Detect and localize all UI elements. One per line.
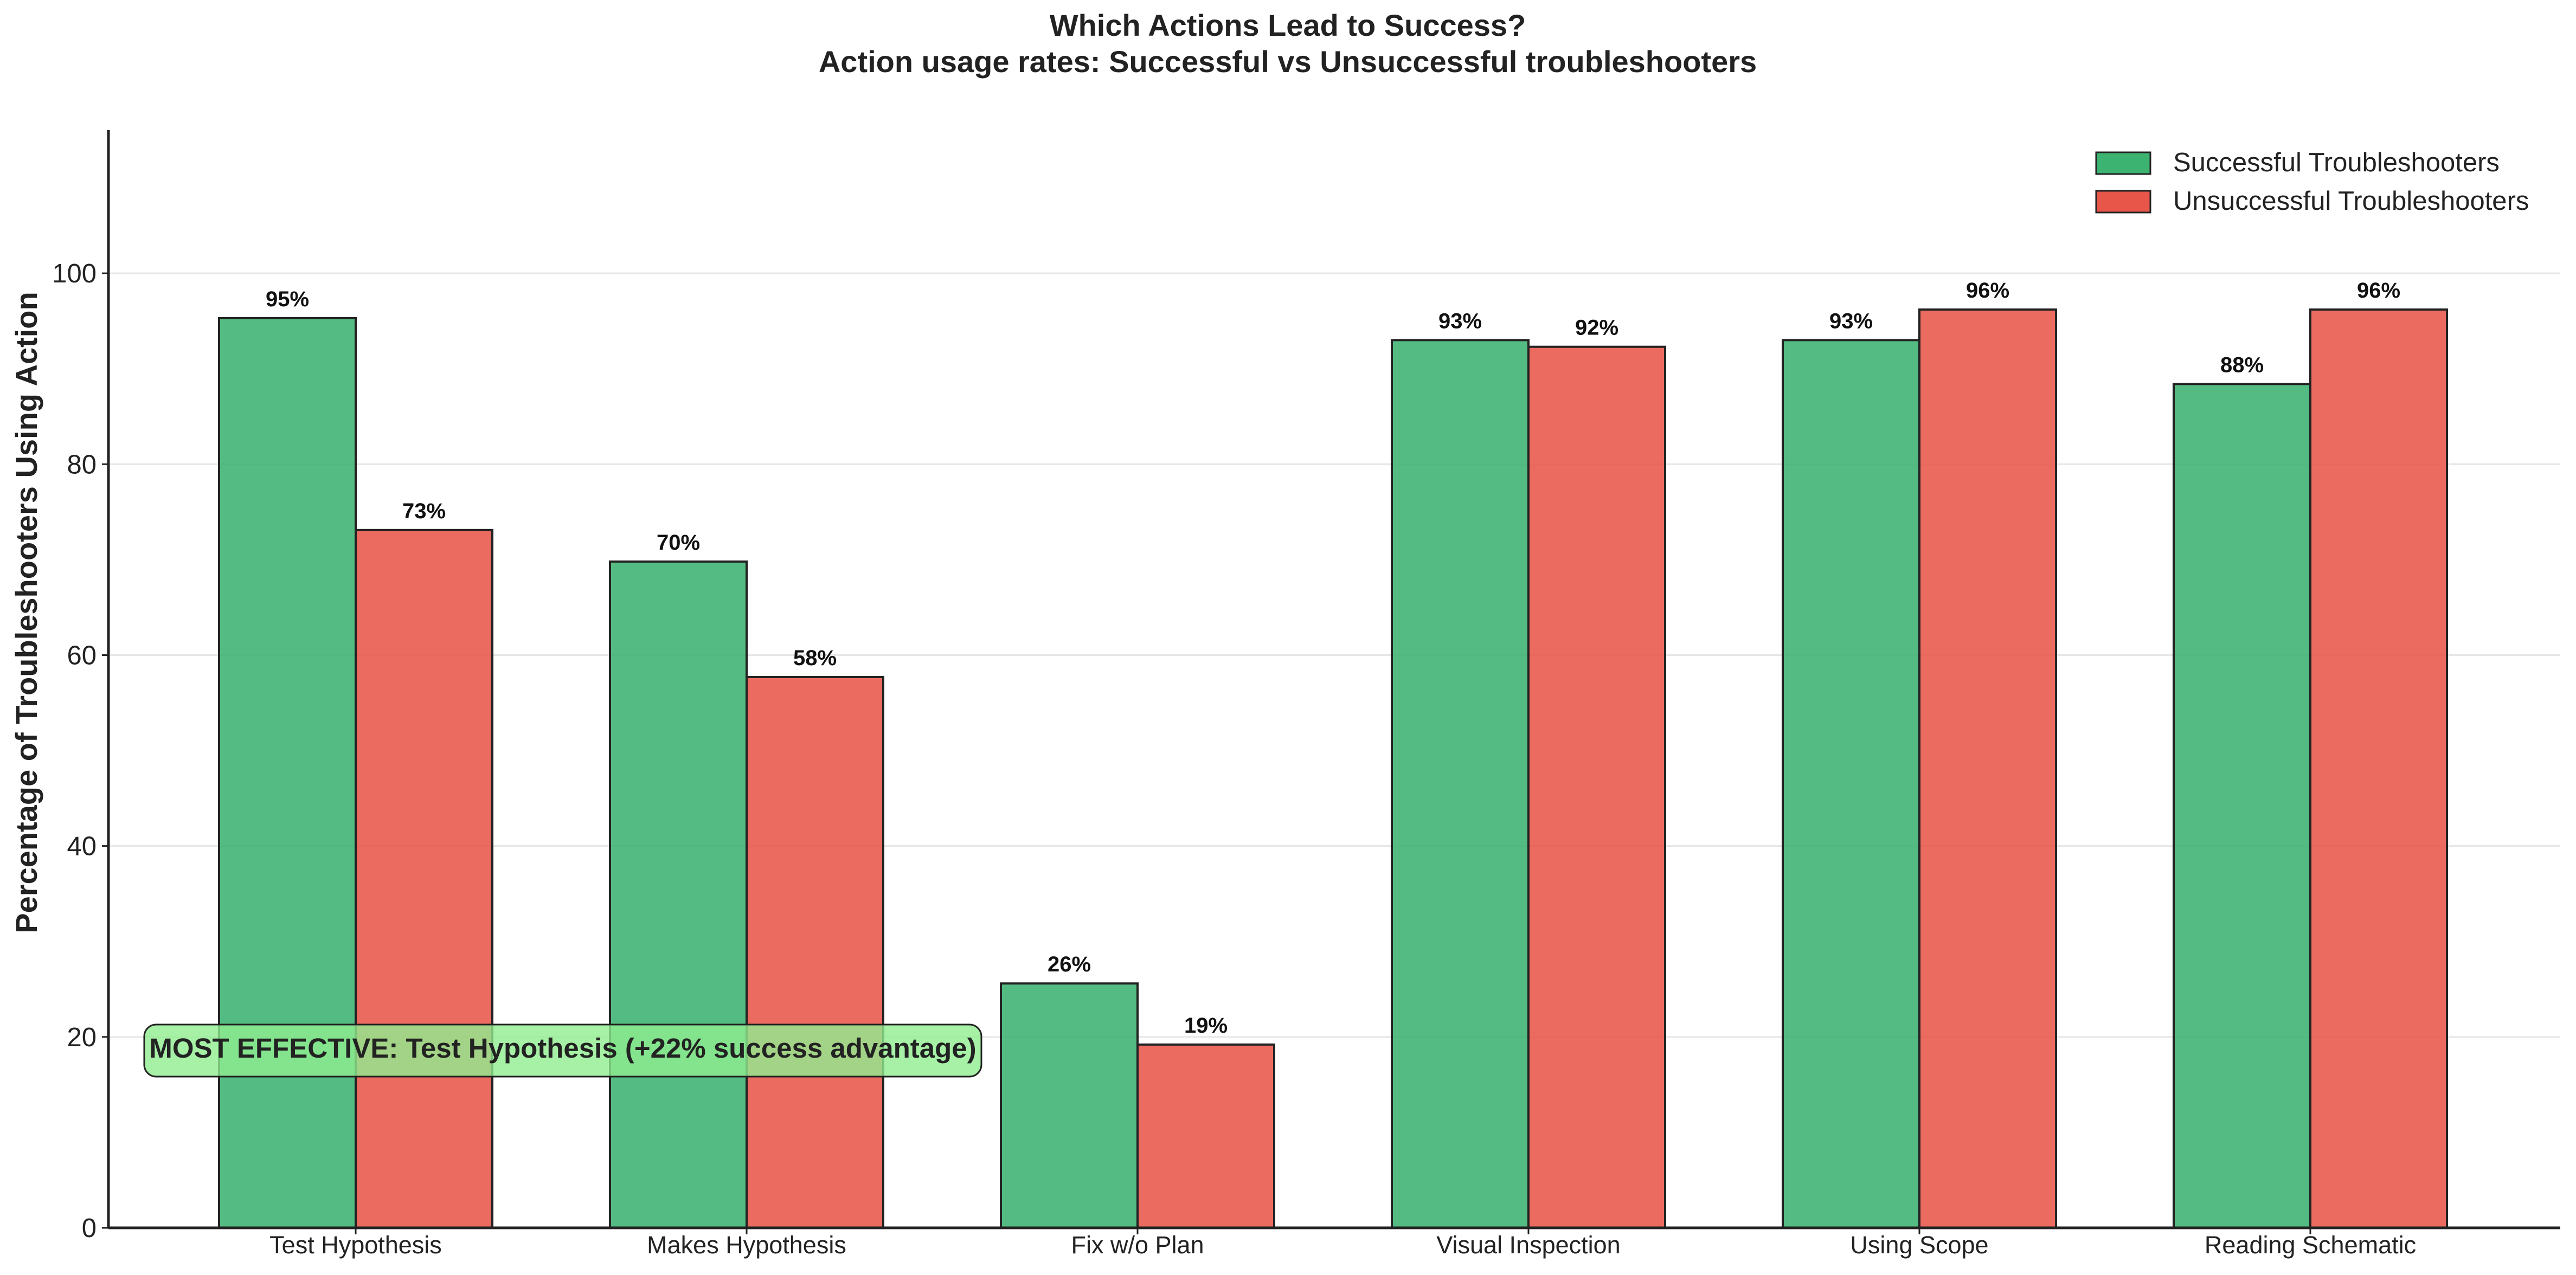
bar-value-label: 73% bbox=[402, 499, 446, 523]
annotation-box bbox=[143, 1023, 982, 1078]
y-tick-label: 40 bbox=[67, 832, 97, 861]
most-effective-annotation: MOST EFFECTIVE: Test Hypothesis (+22% su… bbox=[143, 1023, 982, 1078]
x-tick-label: Reading Schematic bbox=[2205, 1231, 2416, 1259]
bar-unsuccessful bbox=[746, 675, 884, 1229]
bar-successful bbox=[2173, 383, 2311, 1229]
x-tick-label: Test Hypothesis bbox=[269, 1231, 442, 1259]
y-tick-label: 60 bbox=[67, 641, 97, 670]
bar-unsuccessful bbox=[1918, 308, 2057, 1229]
y-tick-label: 80 bbox=[67, 450, 97, 479]
gridlines bbox=[108, 272, 2560, 1038]
bar-value-label: 70% bbox=[657, 531, 700, 555]
bars bbox=[218, 308, 2448, 1229]
legend: Successful Troubleshooters Unsuccessful … bbox=[2095, 148, 2529, 216]
bar-successful bbox=[1391, 339, 1530, 1229]
legend-label-unsuccessful: Unsuccessful Troubleshooters bbox=[2173, 186, 2529, 216]
bar-value-label: 93% bbox=[1829, 309, 1873, 333]
legend-label-successful: Successful Troubleshooters bbox=[2173, 148, 2500, 177]
x-tick-label: Fix w/o Plan bbox=[1071, 1231, 1204, 1259]
value-labels: 95% 73% 70% 58% 26% 19% 93% 92% 93% 96% 88% 96% bbox=[266, 279, 2400, 1038]
bar-value-label: 58% bbox=[793, 646, 837, 670]
y-tick-label: 20 bbox=[67, 1023, 97, 1052]
annotation-text: MOST EFFECTIVE: Test Hypothesis (+22% su… bbox=[149, 1033, 976, 1064]
bar-value-label: 95% bbox=[266, 287, 309, 311]
bar-value-label: 26% bbox=[1048, 952, 1091, 976]
tick-labels: 0 20 40 60 80 100 Test Hypothesis Makes Hypothe… bbox=[52, 259, 2416, 1259]
bar-value-label: 96% bbox=[1966, 279, 2009, 302]
chart-title: Which Actions Lead to Success? bbox=[1050, 8, 1526, 42]
y-axis-label: Percentage of Troubleshooters Using Acti… bbox=[9, 292, 43, 933]
bar-unsuccessful bbox=[2309, 308, 2448, 1229]
bar-value-label: 92% bbox=[1575, 316, 1618, 340]
bar-successful bbox=[609, 560, 748, 1229]
bar-value-label: 19% bbox=[1184, 1014, 1228, 1038]
axes bbox=[107, 130, 2560, 1229]
bar-successful bbox=[1782, 339, 1920, 1229]
bar-value-label: 93% bbox=[1438, 309, 1482, 333]
bar-unsuccessful bbox=[355, 529, 493, 1229]
bar-value-label: 88% bbox=[2220, 353, 2264, 377]
legend-swatch-successful bbox=[2095, 151, 2151, 175]
bar-successful bbox=[218, 317, 357, 1229]
bar-value-label: 96% bbox=[2357, 279, 2400, 302]
chart-subtitle: Action usage rates: Successful vs Unsucc… bbox=[819, 44, 1757, 79]
y-tick-label: 100 bbox=[52, 259, 97, 288]
bar-successful bbox=[1000, 982, 1139, 1229]
bar-unsuccessful bbox=[1527, 345, 1666, 1229]
bar-unsuccessful bbox=[1136, 1043, 1275, 1229]
x-tick-label: Makes Hypothesis bbox=[647, 1231, 846, 1259]
y-tick-label: 0 bbox=[82, 1214, 97, 1243]
legend-swatch-unsuccessful bbox=[2095, 190, 2151, 214]
x-tick-label: Using Scope bbox=[1850, 1231, 1988, 1259]
x-tick-label: Visual Inspection bbox=[1436, 1231, 1620, 1259]
